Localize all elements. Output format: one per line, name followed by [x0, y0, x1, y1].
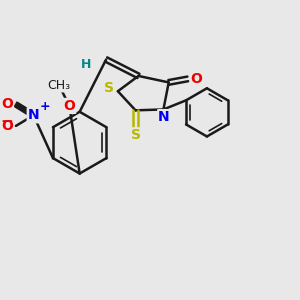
Text: S: S — [104, 81, 114, 95]
Text: CH₃: CH₃ — [47, 79, 71, 92]
Text: N: N — [28, 108, 39, 122]
Text: S: S — [130, 128, 140, 142]
Text: O: O — [1, 119, 13, 133]
Text: O: O — [191, 72, 203, 86]
Text: N: N — [158, 110, 170, 124]
Text: +: + — [39, 100, 50, 113]
Text: O: O — [1, 98, 13, 111]
Text: −: − — [1, 115, 13, 130]
Text: O: O — [63, 99, 75, 113]
Text: H: H — [81, 58, 92, 71]
